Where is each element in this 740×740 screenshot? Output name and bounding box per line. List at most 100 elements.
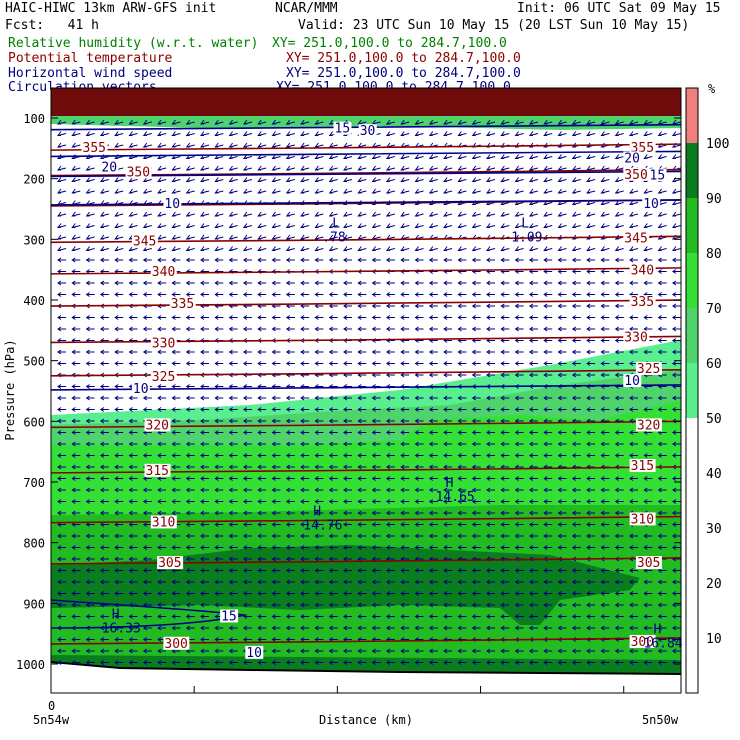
wind-vector-head: [257, 637, 262, 642]
wind-vector-head: [457, 499, 462, 504]
wind-vector-head: [400, 407, 405, 412]
wind-vector-head: [500, 579, 505, 585]
wind-vector-head: [471, 487, 476, 493]
wind-vector-head: [371, 177, 377, 182]
forecast-hour: Fcst: 41 h: [5, 18, 99, 33]
wind-vector-head: [214, 280, 219, 286]
wind-vector-head: [514, 154, 519, 159]
theta-label: 300: [631, 635, 654, 650]
wind-vector-head: [257, 154, 262, 159]
wind-speed-label-bg: [623, 151, 642, 165]
wind-vector-head: [657, 223, 662, 228]
wind-vector-head: [228, 430, 233, 435]
wind-vector-head: [400, 131, 405, 136]
wind-vector-head: [185, 280, 190, 286]
wind-vector-head: [514, 188, 519, 194]
wind-vector-head: [85, 453, 90, 458]
wind-vector-head: [471, 510, 476, 516]
wind-vector-head: [443, 188, 448, 194]
wind-vector-head: [185, 579, 190, 585]
wind-vector-head: [157, 188, 162, 194]
wind-vector-head: [486, 602, 491, 608]
wind-vector-head: [571, 407, 577, 412]
wind-vector-head: [486, 660, 491, 665]
wind-vector-head: [371, 188, 377, 194]
wind-vector-head: [471, 660, 476, 665]
wind-vector-head: [242, 545, 248, 550]
wind-vector-head: [171, 315, 176, 320]
wind-vector-head: [514, 372, 519, 378]
wind-vector-head: [328, 648, 333, 654]
wind-vector-head: [185, 625, 190, 631]
wind-vector-head: [486, 487, 491, 493]
wind-vector-head: [528, 510, 534, 516]
wind-vector-head: [157, 591, 162, 596]
wind-vector-head: [200, 119, 205, 125]
wind-vector-head: [85, 280, 90, 286]
wind-vector-head: [471, 257, 476, 263]
wind-vector-head: [343, 361, 348, 366]
wind-vector-head: [285, 407, 291, 412]
wind-vector-head: [328, 418, 333, 424]
wind-vector-head: [657, 510, 662, 516]
wind-vector-head: [557, 234, 562, 240]
wind-vector-head: [99, 637, 105, 642]
wind-vector-head: [657, 131, 662, 136]
wind-vector-head: [200, 177, 205, 182]
wind-vector-head: [185, 211, 191, 217]
theta-label-bg: [81, 141, 108, 155]
wind-vector-head: [571, 269, 577, 274]
wind-vector-head: [528, 223, 534, 228]
wind-vector-head: [85, 533, 90, 539]
wind-vector-head: [343, 464, 348, 470]
theta-label: 310: [152, 515, 175, 530]
wind-vector-head: [314, 614, 319, 619]
wind-vector-head: [443, 395, 448, 401]
wind-vector-head: [242, 579, 248, 585]
wind-vector-head: [314, 499, 319, 504]
wind-vector-head: [257, 499, 262, 504]
wind-vector-head: [528, 441, 534, 447]
wind-vector-head: [671, 453, 677, 458]
wind-vector-head: [571, 476, 577, 481]
wind-speed-label-bg: [131, 381, 150, 395]
wind-vector-head: [400, 602, 405, 608]
wind-vector-head: [214, 591, 219, 596]
wind-vector-head: [428, 464, 434, 470]
wind-speed-label-bg: [642, 196, 661, 210]
wind-vector-head: [300, 234, 305, 240]
wind-vector-head: [571, 246, 577, 251]
wind-vector-head: [171, 395, 176, 401]
wind-vector-head: [457, 614, 462, 619]
wind-vector-head: [414, 441, 419, 447]
wind-vector-head: [414, 579, 419, 585]
colorbar-tick-label: 80: [706, 247, 722, 262]
wind-vector-head: [486, 211, 491, 217]
wind-vector-head: [171, 602, 176, 608]
wind-vector-head: [214, 142, 219, 148]
wind-vector-head: [443, 131, 448, 136]
wind-vector-head: [557, 625, 562, 631]
wind-vector-head: [600, 533, 605, 539]
wind-vector-head: [671, 579, 677, 585]
wind-vector-head: [285, 349, 291, 355]
wind-vector-head: [371, 315, 376, 320]
wind-vector-head: [228, 142, 234, 148]
wind-vector-head: [114, 487, 119, 493]
wind-vector-head: [343, 280, 348, 286]
wind-vector-head: [671, 349, 677, 355]
wind-vector-head: [228, 637, 233, 642]
wind-vector-head: [385, 257, 391, 263]
wind-vector-head: [586, 430, 591, 435]
wind-vector-head: [471, 407, 476, 412]
wind-vector-head: [57, 441, 62, 447]
wind-vector-head: [128, 211, 133, 217]
wind-vector-head: [371, 361, 376, 366]
wind-vector-head: [600, 211, 605, 217]
wind-vector-head: [600, 453, 605, 458]
wind-vector-head: [242, 177, 248, 182]
wind-vector-head: [528, 499, 534, 504]
wind-vector-head: [557, 522, 562, 527]
wind-vector-head: [228, 292, 233, 297]
wind-vector-head: [285, 568, 291, 573]
